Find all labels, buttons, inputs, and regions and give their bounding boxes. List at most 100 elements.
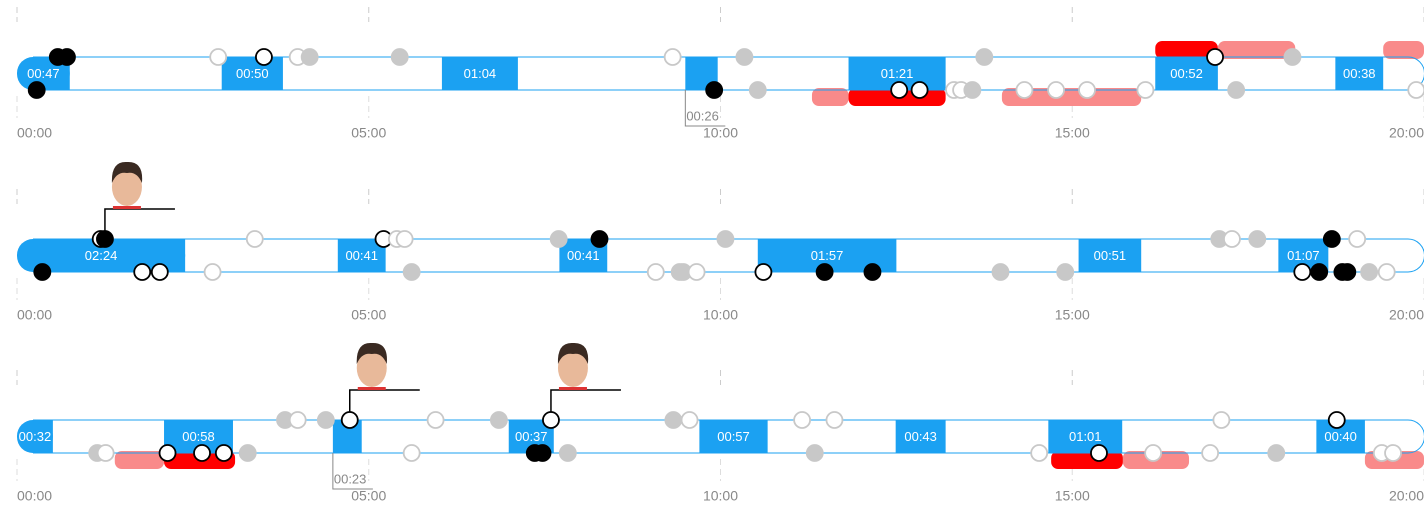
shift-label: 00:58 — [182, 429, 215, 444]
shift-label: 00:50 — [236, 66, 269, 81]
event-dot — [991, 263, 1010, 281]
shift-label: 00:40 — [1324, 429, 1357, 444]
event-dot — [558, 444, 577, 462]
penalty-bar — [1155, 41, 1218, 59]
callout-line — [684, 90, 726, 127]
callout-label: 00:26 — [686, 108, 719, 123]
penalty-bar — [811, 88, 849, 106]
shift-label: 00:52 — [1170, 66, 1203, 81]
event-dot — [1056, 263, 1075, 281]
shift-block — [1048, 420, 1123, 453]
event-dot — [1322, 230, 1341, 248]
shift-label: 01:21 — [881, 66, 914, 81]
event-dot — [590, 230, 609, 248]
shift-label: 00:41 — [345, 248, 378, 263]
event-dot — [1283, 48, 1302, 66]
event-dot — [716, 230, 735, 248]
tick-label: 05:00 — [351, 307, 386, 323]
event-dot — [805, 444, 824, 462]
event-dot — [1227, 81, 1246, 99]
event-dot — [825, 411, 844, 429]
shift-block — [221, 57, 283, 90]
photo-shirt — [558, 387, 587, 390]
event-dot — [1078, 81, 1096, 99]
event-dot — [1384, 444, 1402, 462]
shift-block-fill — [33, 420, 53, 453]
tick-label: 00:00 — [17, 488, 52, 504]
event-dot — [1407, 81, 1424, 99]
event-dot — [793, 411, 812, 429]
event-dot — [58, 48, 76, 66]
tick-label: 20:00 — [1389, 488, 1424, 504]
shift-label: 01:04 — [464, 66, 497, 81]
event-dot — [1144, 444, 1163, 462]
shift-label: 00:51 — [1094, 248, 1127, 263]
event-dot — [680, 411, 699, 429]
period-row: 00:00 05:00 10:00 15:00 20:00 00:32 00:58 00:37… — [16, 342, 1424, 504]
event-dot — [1327, 411, 1346, 429]
tick-label: 15:00 — [1055, 488, 1090, 504]
event-dot — [533, 444, 552, 462]
event-dot — [815, 263, 834, 281]
penalty-bar — [1383, 41, 1424, 59]
penalty-bar — [1001, 88, 1142, 106]
track — [33, 419, 1424, 454]
tick-label: 05:00 — [351, 488, 386, 504]
event-dot — [1360, 263, 1379, 281]
event-dot — [910, 81, 929, 99]
event-dot — [963, 81, 982, 99]
event-dot — [1201, 444, 1220, 462]
shift-label: 00:38 — [1343, 66, 1376, 81]
event-dot — [1248, 230, 1267, 248]
tick-label: 05:00 — [351, 125, 386, 141]
tick-label: 10:00 — [703, 125, 738, 141]
photo-shirt — [357, 387, 386, 390]
event-dot — [890, 81, 909, 99]
shift-label: 00:37 — [515, 429, 548, 444]
shift-block — [441, 57, 518, 90]
shift-label: 02:24 — [85, 248, 118, 263]
photo-hair — [356, 342, 387, 364]
event-dot — [1338, 263, 1357, 281]
event-dot — [863, 263, 882, 281]
penalty-bar — [1217, 41, 1296, 59]
shift-block — [1155, 57, 1218, 90]
event-dot — [395, 230, 414, 248]
callout-label: 00:23 — [334, 471, 367, 486]
event-dot — [1206, 48, 1224, 66]
penalty-bar — [1051, 451, 1123, 469]
tick-label: 20:00 — [1389, 125, 1424, 141]
event-dot — [549, 230, 568, 248]
event-dot — [426, 411, 445, 429]
event-dot — [975, 48, 994, 66]
event-dot — [735, 48, 754, 66]
event-dot — [542, 411, 560, 429]
photo-shirt — [112, 206, 141, 209]
event-dot — [193, 444, 211, 462]
photo-line — [550, 389, 621, 420]
track — [33, 238, 1424, 273]
event-dot — [96, 444, 115, 462]
event-dot — [238, 444, 257, 462]
event-dot — [705, 81, 724, 99]
tick-label: 10:00 — [703, 488, 738, 504]
event-dot — [316, 411, 335, 429]
event-dot — [402, 263, 421, 281]
shift-block — [1335, 57, 1384, 90]
event-dot — [1136, 81, 1155, 99]
photo-face — [557, 349, 588, 387]
event-dot — [245, 230, 264, 248]
period-row: 00:00 05:00 10:00 15:00 20:00 02:24 00:41 00:41… — [16, 161, 1424, 323]
event-dot — [1223, 230, 1241, 248]
shift-label: 00:47 — [27, 66, 60, 81]
shift-block — [895, 420, 946, 453]
shift-block — [699, 420, 768, 453]
event-dot — [489, 411, 508, 429]
event-dot — [646, 263, 665, 281]
callout-line — [332, 453, 373, 490]
tick-label: 15:00 — [1055, 307, 1090, 323]
event-dot — [214, 444, 233, 462]
penalty-bar — [114, 451, 165, 469]
event-dot — [300, 48, 319, 66]
shift-label: 01:57 — [811, 248, 844, 263]
